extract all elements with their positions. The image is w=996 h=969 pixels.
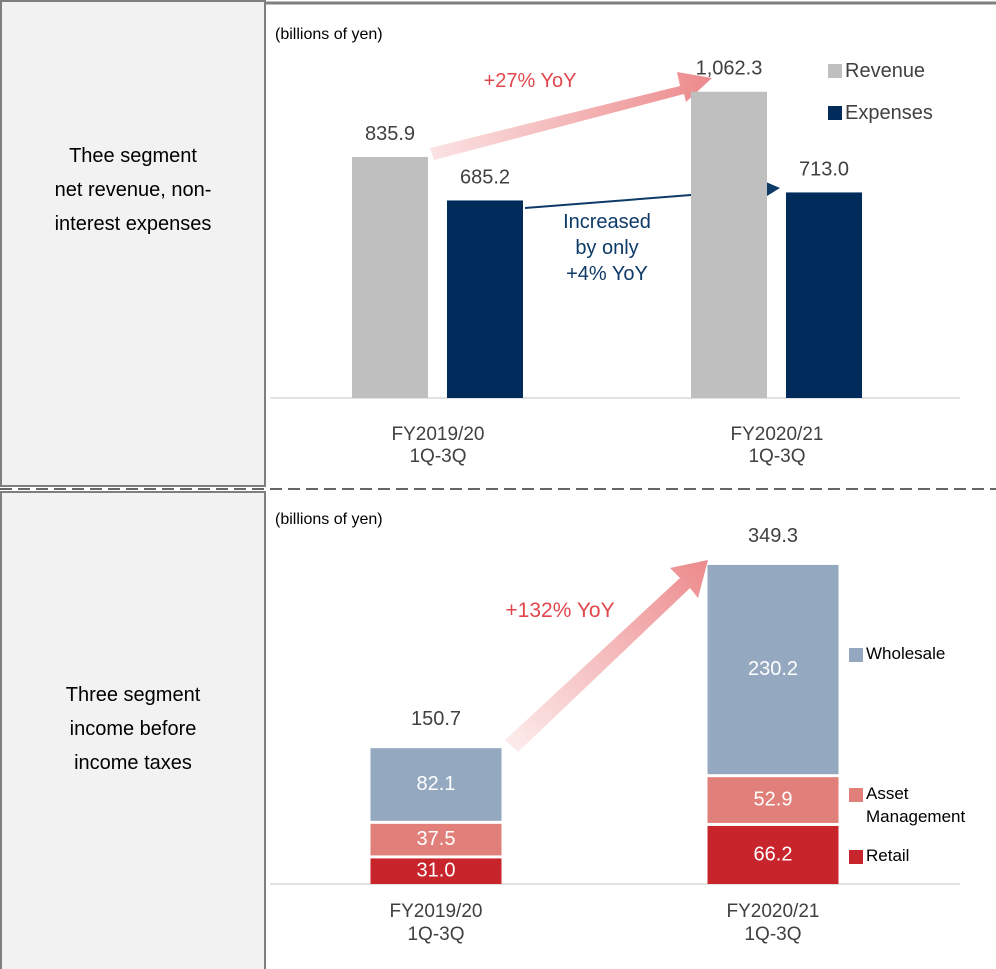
annotation: Increased by only +4% YoY	[563, 211, 651, 285]
total-label: 349.3	[748, 525, 798, 547]
legend-swatch	[849, 788, 863, 802]
unit-label: (billions of yen)	[275, 511, 383, 528]
value-label: 835.9	[365, 123, 415, 145]
x-tick-label: FY2020/21 1Q-3Q	[731, 424, 824, 467]
bar	[786, 192, 862, 398]
annotation: +27% YoY	[484, 70, 577, 92]
arrowhead	[766, 182, 780, 196]
value-label: 37.5	[417, 828, 456, 850]
total-label: 150.7	[411, 708, 461, 730]
row-label: Three segment income before income taxes	[66, 684, 201, 774]
bar-segment	[370, 748, 502, 821]
arrow	[505, 560, 708, 752]
row-label: Thee segment net revenue, non-interest ex…	[55, 145, 212, 235]
row-box	[0, 491, 266, 969]
row-box	[0, 0, 266, 487]
value-label: 713.0	[799, 159, 849, 181]
legend-label: Expenses	[845, 102, 933, 124]
legend-label: Wholesale	[866, 644, 945, 663]
bar	[352, 157, 428, 398]
value-label: 52.9	[754, 789, 793, 811]
legend-swatch	[828, 64, 842, 78]
annotation: +132% YoY	[505, 599, 614, 622]
value-label: 685.2	[460, 167, 510, 189]
value-label: 1,062.3	[696, 58, 763, 80]
bar	[691, 91, 767, 399]
legend-swatch	[849, 648, 863, 662]
value-label: 31.0	[417, 860, 456, 882]
bar-segment	[707, 825, 839, 884]
bar-segment	[707, 777, 839, 823]
bar-segment	[370, 823, 502, 856]
unit-label: (billions of yen)	[275, 26, 383, 43]
bar	[447, 200, 523, 398]
x-tick-label: FY2019/20 1Q-3Q	[390, 901, 483, 945]
x-tick-label: FY2019/20 1Q-3Q	[392, 424, 485, 467]
legend-label: Asset Management	[866, 784, 966, 826]
x-tick-label: FY2020/21 1Q-3Q	[727, 901, 820, 945]
legend-swatch	[849, 850, 863, 864]
arrow	[430, 72, 712, 160]
value-label: 82.1	[417, 773, 456, 795]
bar-segment	[370, 858, 502, 884]
legend-label: Revenue	[845, 60, 925, 82]
value-label: 230.2	[748, 658, 798, 680]
legend-swatch	[828, 106, 842, 120]
value-label: 66.2	[754, 844, 793, 866]
legend-label: Retail	[866, 846, 909, 865]
bar-segment	[707, 564, 839, 775]
